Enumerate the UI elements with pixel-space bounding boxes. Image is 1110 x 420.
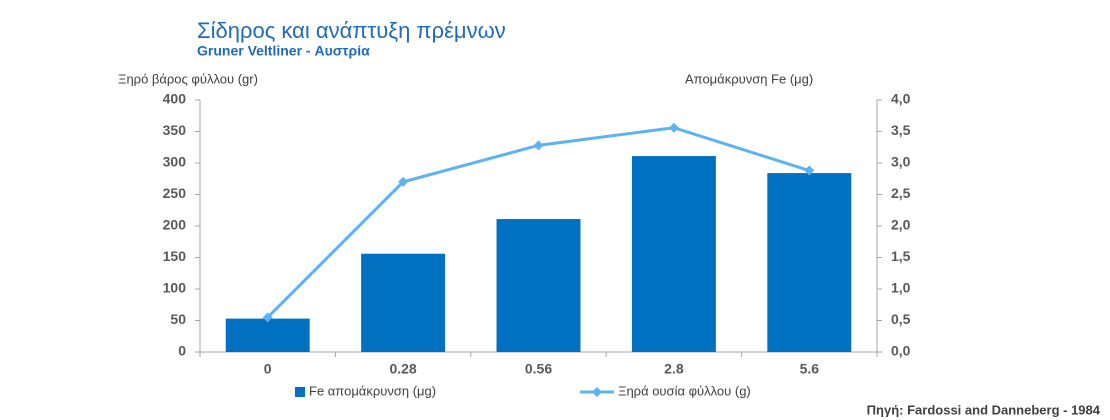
y2-tick-label: 0,5 <box>891 311 911 327</box>
y-tick-label: 300 <box>163 154 187 170</box>
y-tick-label: 100 <box>163 280 187 296</box>
y-tick-label: 350 <box>163 122 187 138</box>
bar <box>361 253 446 352</box>
bar <box>631 156 716 352</box>
x-tick-label: 0.28 <box>389 361 416 377</box>
bar <box>225 318 310 352</box>
line-marker <box>804 165 815 176</box>
y2-tick-label: 0,0 <box>891 343 911 359</box>
bar <box>767 173 852 352</box>
y2-tick-label: 1,0 <box>891 280 911 296</box>
y2-axis-label: Απομάκρυνση Fe (μg) <box>685 71 813 86</box>
x-tick-label: 0 <box>264 361 272 377</box>
y2-tick-label: 3,5 <box>891 122 911 138</box>
x-tick-label: 0.56 <box>525 361 552 377</box>
line-marker <box>398 176 409 187</box>
chart-title: Σίδηρος και ανάπτυξη πρέμνων <box>197 18 506 43</box>
line-marker <box>533 140 544 151</box>
x-tick-label: 2.8 <box>664 361 684 377</box>
bar <box>496 219 581 352</box>
y2-tick-label: 2,5 <box>891 185 911 201</box>
y2-tick-label: 4,0 <box>891 91 911 107</box>
x-tick-label: 5.6 <box>800 361 820 377</box>
legend-label: Fe απομάκρυνση (μg) <box>309 383 436 398</box>
y-axis-label: Ξηρό βάρος φύλλου (gr) <box>118 71 258 86</box>
y-tick-label: 200 <box>163 217 187 233</box>
y2-tick-label: 1,5 <box>891 248 911 264</box>
y-tick-label: 150 <box>163 248 187 264</box>
y2-tick-label: 2,0 <box>891 217 911 233</box>
line-marker <box>668 122 679 133</box>
legend-marker <box>592 387 602 397</box>
y-tick-label: 0 <box>178 343 186 359</box>
legend-swatch <box>295 387 305 397</box>
y-tick-label: 250 <box>163 185 187 201</box>
line-marker <box>262 312 273 323</box>
y-tick-label: 400 <box>163 91 187 107</box>
y2-tick-label: 3,0 <box>891 154 911 170</box>
y-tick-label: 50 <box>170 311 186 327</box>
legend-label: Ξηρά ουσία φύλλου (g) <box>618 383 751 398</box>
chart-subtitle: Gruner Veltliner - Αυστρία <box>197 43 370 59</box>
source: Πηγή: Fardossi and Danneberg - 1984 <box>867 402 1101 417</box>
